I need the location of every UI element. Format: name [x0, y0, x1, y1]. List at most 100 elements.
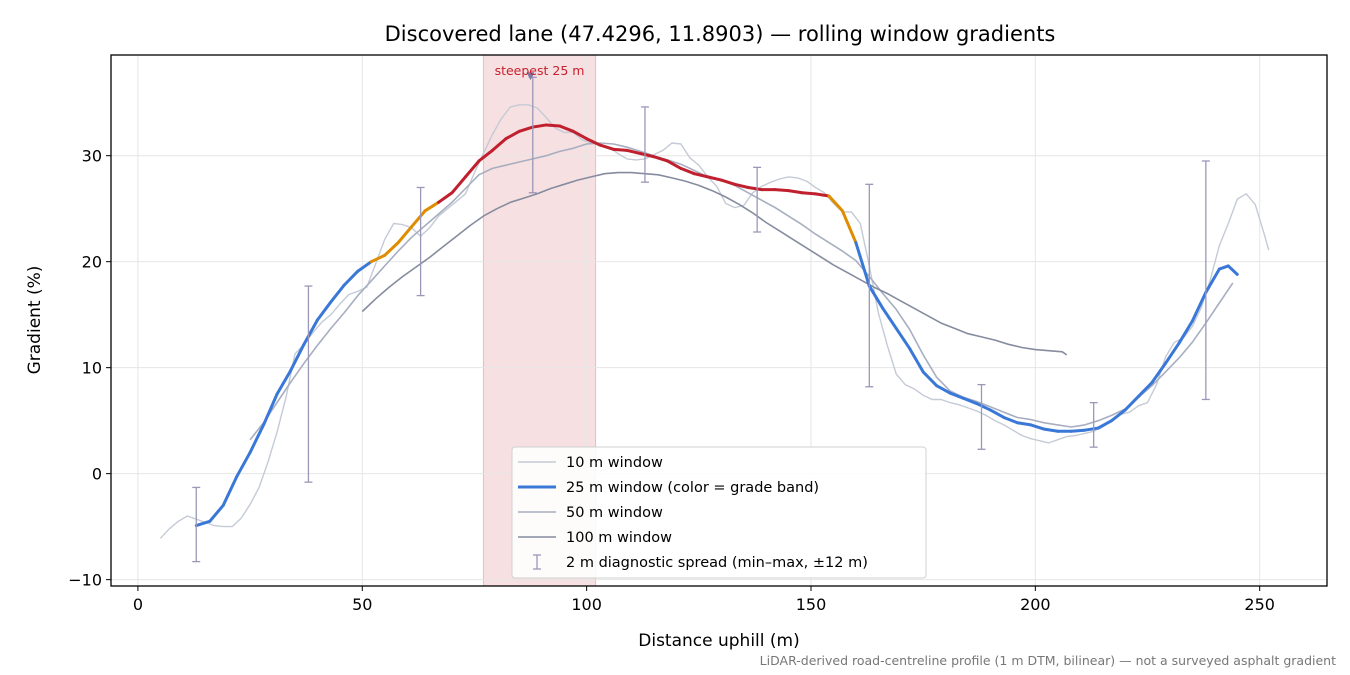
chart-title: Discovered lane (47.4296, 11.8903) — rol… [385, 22, 1056, 46]
series-25m-segment [612, 147, 629, 152]
series-25m-segment [975, 402, 992, 412]
series-25m-segment [490, 137, 508, 152]
legend-entry: 2 m diagnostic spread (min–max, ±12 m) [566, 555, 868, 571]
series-25m-segment [531, 123, 548, 129]
series-25m-segment [1069, 428, 1087, 433]
grid [111, 55, 1327, 586]
series-25m-segment [988, 408, 1006, 419]
series-25m-segment [1137, 381, 1154, 398]
y-axis-label: Gradient (%) [25, 266, 45, 375]
x-tick-label: 200 [1020, 595, 1051, 614]
series-25m-segment [262, 392, 279, 427]
series-25m-segment [1015, 421, 1033, 427]
series-25m-segment [437, 191, 454, 204]
series-25m-segment [1029, 423, 1046, 431]
series-25m-segment [315, 300, 333, 322]
series-25m-segment [571, 129, 589, 141]
y-tick-label: 10 [82, 359, 102, 378]
footnote: LiDAR-derived road-centreline profile (1… [760, 653, 1336, 668]
series-25m-segment [894, 326, 912, 351]
legend-box [511, 446, 927, 579]
series-25m-segment [827, 194, 844, 213]
series-25m-segment [813, 192, 831, 198]
series-25m-segment [477, 148, 494, 163]
series-25m-segment [962, 396, 979, 406]
series-25m-segment [800, 191, 817, 196]
series-25m-segment [1226, 264, 1239, 276]
series-25m-segment [679, 166, 696, 176]
series-25m-segment [342, 269, 360, 287]
series-25m-segment [1150, 361, 1167, 385]
steepest-label: steepest 25 m [495, 63, 585, 78]
legend-entry: 10 m window [566, 455, 663, 471]
series-25m-segment [1123, 394, 1141, 412]
series-25m-segment [638, 152, 656, 159]
error-bars [192, 76, 1210, 563]
series-25m-segment [719, 178, 737, 186]
series-25m-segment [665, 159, 683, 170]
series-25m-segment [1002, 415, 1019, 425]
y-tick-label: 0 [92, 465, 102, 484]
y-tick-label: 20 [82, 253, 102, 272]
series-25m-segment [921, 370, 939, 388]
series-25m-segment [585, 137, 602, 147]
series-25m-segment [1190, 290, 1208, 323]
series-25m-segment [733, 182, 750, 189]
series-10m-line [159, 104, 1270, 539]
series-25m-segment [1217, 264, 1230, 271]
series-25m-segment [746, 185, 764, 192]
x-tick-label: 0 [133, 595, 143, 614]
series-25m-segment [692, 172, 710, 179]
series-25m-segment [194, 519, 212, 528]
x-tick-label: 150 [796, 595, 827, 614]
series-25m-segment [773, 188, 791, 193]
series-25m-segment [275, 369, 292, 396]
x-axis-ticks: 0 50 100 150 200 250 [133, 586, 1275, 614]
legend: 10 m window 25 m window (color = grade ba… [511, 446, 927, 579]
series-25m-segment [423, 200, 441, 213]
legend-entry: 100 m window [566, 530, 672, 546]
plot-frame [110, 54, 1328, 587]
series-25m-segment [463, 159, 481, 179]
series-25m-segment [329, 283, 346, 304]
series-50m-line [249, 142, 1234, 441]
series-25m-segment [356, 260, 373, 273]
x-tick-label: 50 [352, 595, 372, 614]
y-axis-ticks: −10 0 10 20 30 [68, 147, 111, 590]
series-25m-segment [369, 253, 387, 264]
series-25m-segment [598, 143, 616, 151]
series-25m-segment [948, 391, 966, 400]
series-25m-segment [1083, 426, 1100, 432]
series-25m-segment [235, 450, 252, 479]
series-25m-segment [1204, 267, 1221, 294]
series-25m-segment [854, 241, 871, 288]
series-25m-segment [652, 155, 669, 163]
series-25m-segment [208, 503, 225, 523]
series-25m-segment [288, 342, 306, 373]
series-25m-segment [544, 123, 562, 128]
x-axis-label: Distance uphill (m) [638, 631, 799, 651]
steepest-marker [526, 72, 535, 81]
annotations: steepest 25 m [495, 63, 585, 81]
series-25m-segment [396, 225, 414, 245]
y-tick-label: 30 [82, 147, 102, 166]
series-25m-segment [221, 475, 239, 507]
series-25m-segment [504, 129, 521, 141]
series-25m-segment [1110, 408, 1127, 423]
series-100m-line [361, 171, 1068, 356]
x-tick-label: 100 [571, 595, 602, 614]
series-25m-segment [908, 347, 925, 374]
series-25m-segment [935, 384, 952, 395]
series-25m-segment [383, 241, 400, 257]
series-25m-segment [558, 124, 575, 133]
legend-entry: 25 m window (color = grade band) [566, 480, 819, 496]
x-tick-label: 250 [1244, 595, 1275, 614]
series-25m-segment [1096, 419, 1114, 430]
series-lines [159, 104, 1270, 539]
series-25m-segment [517, 125, 535, 133]
legend-entry: 50 m window [566, 505, 663, 521]
series-25m-segment [867, 284, 885, 310]
series-25m-segment [302, 318, 319, 346]
series-25m-segment [1177, 319, 1194, 345]
